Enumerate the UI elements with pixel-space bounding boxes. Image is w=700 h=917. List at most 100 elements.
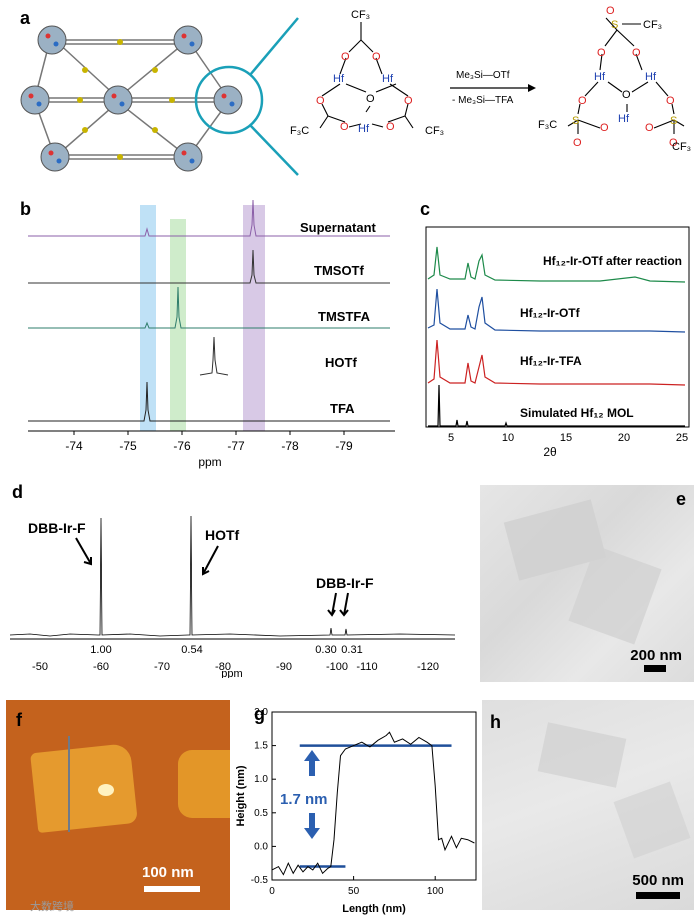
svg-text:-60: -60 [93, 661, 109, 673]
panel-g-ylabel: Height (nm) [235, 765, 247, 826]
y-tick-label: 0.0 [254, 841, 268, 852]
otf-cluster-structure: O S CF₃ O O Hf Hf O O O Hf S S O O O O F… [538, 5, 691, 153]
trace-label-supernatant: Supernatant [300, 220, 377, 235]
svg-text:Hf: Hf [618, 113, 630, 125]
svg-text:F₃C: F₃C [538, 119, 557, 131]
svg-text:Hf: Hf [382, 73, 394, 85]
panel-b: b Supernatant TMSOTf TMSTFA HOTf TFA -74… [0, 195, 425, 480]
highlight-band-3 [243, 205, 265, 431]
highlight-band-1 [140, 205, 156, 431]
svg-text:S: S [572, 115, 579, 127]
svg-text:Hf: Hf [594, 71, 606, 83]
annotation-hotf: HOTf [205, 527, 240, 543]
afm-flake [178, 750, 230, 818]
svg-text:Hf: Hf [645, 71, 657, 83]
svg-text:O: O [386, 121, 395, 133]
svg-text:O: O [366, 93, 375, 105]
svg-text:O: O [578, 95, 587, 107]
svg-text:O: O [645, 122, 654, 134]
svg-text:Hf₁₂-Ir-OTf after reaction: Hf₁₂-Ir-OTf after reaction [543, 254, 682, 268]
panel-b-label: b [20, 199, 31, 219]
x-tick-label: 50 [348, 886, 360, 897]
svg-text:O: O [622, 89, 631, 101]
panel-e-label: e [675, 489, 686, 509]
trace-tfa [28, 381, 390, 422]
trace-after-reaction [427, 246, 686, 283]
svg-text:25: 25 [676, 432, 688, 444]
svg-text:-70: -70 [154, 661, 170, 673]
panel-a-label: a [20, 8, 31, 28]
svg-text:O: O [573, 137, 582, 149]
svg-text:5: 5 [448, 432, 454, 444]
svg-text:O: O [666, 95, 675, 107]
pxrd-patterns-c: Hf₁₂-Ir-OTf after reaction Hf₁₂-Ir-OTf H… [425, 226, 690, 459]
svg-text:0.31: 0.31 [341, 644, 362, 656]
y-tick-label: 1.5 [254, 741, 268, 752]
svg-text:-50: -50 [32, 661, 48, 673]
y-tick-label: 0.5 [254, 808, 268, 819]
scale-label-e: 200 nm [630, 647, 682, 664]
svg-text:F₃C: F₃C [290, 125, 309, 137]
trace-label-hotf: HOTf [325, 355, 357, 370]
svg-text:15: 15 [560, 432, 572, 444]
trace-simulated [428, 384, 685, 427]
panel-d-label: d [12, 482, 23, 502]
svg-text:Hf₁₂-Ir-OTf: Hf₁₂-Ir-OTf [520, 306, 581, 320]
svg-text:-77: -77 [227, 439, 245, 453]
svg-text:-80: -80 [215, 661, 231, 673]
reagent-top-text: Me₃Si—OTf [456, 70, 510, 81]
afm-highlight [98, 784, 114, 796]
svg-text:O: O [404, 95, 413, 107]
panel-c: c Hf₁₂-Ir-OTf after reaction Hf₁₂-Ir-OTf… [420, 195, 700, 475]
svg-text:Simulated Hf₁₂ MOL: Simulated Hf₁₂ MOL [520, 406, 634, 420]
svg-text:1.00: 1.00 [90, 644, 111, 656]
svg-text:Hf: Hf [358, 123, 370, 135]
svg-text:O: O [632, 47, 641, 59]
trace-supernatant [28, 199, 390, 237]
height-annotation: 1.7 nm [280, 791, 328, 808]
panel-h: h 500 nm [482, 700, 694, 910]
panel-c-xlabel: 2θ [543, 445, 557, 459]
tem-sheet [613, 781, 691, 859]
reagent-bottom-text: - Me₃Si—TFA [452, 95, 514, 106]
afm-profile-line [68, 736, 70, 832]
nmr-spectrum-d: DBB-Ir-F HOTf DBB-Ir-F 1.00 0.54 0.30 0.… [9, 515, 456, 678]
svg-text:0.54: 0.54 [181, 644, 202, 656]
svg-text:O: O [340, 121, 349, 133]
svg-text:10: 10 [502, 432, 514, 444]
svg-text:O: O [669, 137, 678, 149]
svg-text:S: S [670, 115, 677, 127]
svg-text:O: O [597, 47, 606, 59]
svg-text:CF₃: CF₃ [425, 125, 444, 137]
annotation-dbb-right: DBB-Ir-F [316, 575, 374, 591]
svg-text:-120: -120 [417, 661, 439, 673]
y-tick-label: 1.0 [254, 774, 268, 785]
svg-text:Hf: Hf [333, 73, 345, 85]
scale-bar-f [144, 886, 200, 892]
trace-label-tfa: TFA [330, 401, 355, 416]
svg-text:20: 20 [618, 432, 630, 444]
panel-a: a [0, 0, 700, 192]
svg-text:CF₃: CF₃ [643, 19, 662, 31]
svg-text:S: S [611, 19, 618, 31]
trace-hotf [199, 336, 229, 376]
panel-d-xlabel: ppm [221, 668, 242, 678]
annotation-dbb-left: DBB-Ir-F [28, 520, 86, 536]
svg-text:O: O [341, 51, 350, 63]
panel-g-label: g [254, 704, 265, 724]
x-tick-label: 0 [269, 886, 275, 897]
svg-text:O: O [600, 122, 609, 134]
svg-text:CF₃: CF₃ [351, 9, 370, 21]
svg-text:O: O [372, 51, 381, 63]
x-tick-label: 100 [427, 886, 444, 897]
tfa-cluster-structure: CF₃ O O Hf Hf O O O Hf O O F₃C CF₃ [290, 9, 444, 137]
svg-text:-100: -100 [326, 661, 348, 673]
svg-text:-75: -75 [119, 439, 137, 453]
height-arrows [304, 750, 320, 839]
svg-text:-110: -110 [356, 661, 377, 673]
svg-text:-78: -78 [281, 439, 299, 453]
y-tick-label: 2.0 [254, 707, 268, 718]
svg-text:-79: -79 [335, 439, 353, 453]
nmr-spectra-b: Supernatant TMSOTf TMSTFA HOTf TFA -74 -… [28, 199, 395, 469]
svg-text:0.30: 0.30 [315, 644, 336, 656]
